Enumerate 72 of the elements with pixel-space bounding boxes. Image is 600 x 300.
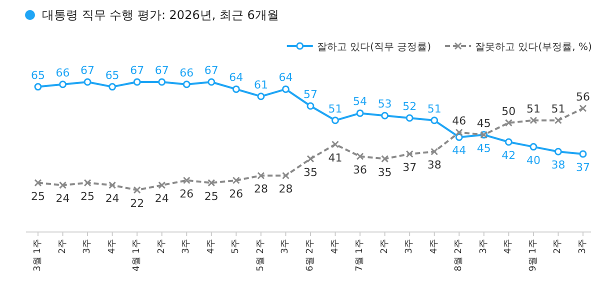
x-tick-label: 7월 1주 <box>355 239 366 272</box>
x-tick-label: 9월 1주 <box>528 239 538 272</box>
data-label: 26 <box>180 187 194 200</box>
x-tick-label: 2주 <box>380 239 390 254</box>
data-label: 51 <box>526 102 540 116</box>
data-label: 35 <box>378 166 392 179</box>
x-tick-label: 3주 <box>578 239 588 254</box>
data-label: 38 <box>551 158 566 172</box>
x-tick-label: 2주 <box>58 239 68 254</box>
x-tick-label: 2주 <box>156 239 167 254</box>
data-label: 51 <box>427 102 442 116</box>
x-tick-label: 5월 2주 <box>256 239 266 272</box>
data-label: 40 <box>526 154 540 167</box>
data-label: 38 <box>427 158 442 172</box>
data-label: 67 <box>130 64 144 77</box>
x-tick-label: 3월 1주 <box>33 239 43 272</box>
x-tick-label: 4주 <box>107 239 118 254</box>
data-label: 65 <box>31 68 45 82</box>
data-label: 36 <box>353 163 368 176</box>
data-label: 45 <box>476 142 491 155</box>
data-label: 22 <box>130 197 144 210</box>
data-label: 35 <box>304 166 318 179</box>
x-tick-label: 5주 <box>231 239 242 254</box>
data-label: 64 <box>229 71 244 84</box>
data-label: 53 <box>378 98 392 111</box>
data-label: 50 <box>502 104 516 118</box>
data-label: 46 <box>452 114 466 128</box>
chart-title: 대통령 직무 수행 평가: 2026년, 최근 6개월 <box>42 8 279 22</box>
x-tick-label: 4주 <box>330 239 340 254</box>
x-tick-label: 4월 1주 <box>132 239 142 272</box>
x-tick-label: 4주 <box>504 239 514 254</box>
data-label: 24 <box>105 192 120 206</box>
x-tick-label: 4주 <box>429 239 440 254</box>
data-label: 52 <box>402 100 417 113</box>
x-tick-label: 3주 <box>478 239 489 254</box>
x-tick-label: 6월 2주 <box>306 239 316 272</box>
data-label: 37 <box>576 161 590 174</box>
x-tick-label: 4주 <box>206 239 216 254</box>
data-label: 54 <box>353 95 368 108</box>
x-tick-label: 3주 <box>280 239 291 254</box>
data-label: 25 <box>31 190 45 203</box>
data-label: 37 <box>402 161 417 174</box>
data-label: 61 <box>254 78 268 92</box>
data-label: 44 <box>452 144 466 158</box>
data-label: 28 <box>278 182 293 196</box>
x-tick-label: 3주 <box>404 239 415 254</box>
data-label: 24 <box>56 192 70 206</box>
data-label: 25 <box>80 190 95 203</box>
data-label: 66 <box>180 66 194 80</box>
data-label: 42 <box>502 149 516 162</box>
x-tick-label: 8월 2주 <box>454 239 464 272</box>
data-label: 67 <box>80 64 95 77</box>
data-label: 57 <box>304 88 318 101</box>
data-label: 67 <box>204 64 218 77</box>
data-label: 66 <box>56 66 70 80</box>
data-label: 45 <box>476 116 491 130</box>
data-label: 24 <box>154 192 169 206</box>
x-tick-label: 3주 <box>82 239 93 254</box>
x-tick-label: 3주 <box>182 239 192 254</box>
data-label: 67 <box>154 64 169 77</box>
data-label: 51 <box>328 102 342 116</box>
data-label: 28 <box>254 182 268 196</box>
x-tick-label: 2주 <box>553 239 564 254</box>
data-label: 41 <box>328 151 342 164</box>
data-label: 26 <box>229 187 244 200</box>
data-label: 65 <box>105 68 120 82</box>
legend-label: 잘못하고 있다(부정률, %) <box>475 42 592 53</box>
legend-label: 잘하고 있다(직무 긍정률) <box>316 42 432 53</box>
data-label: 25 <box>204 190 218 203</box>
data-label: 51 <box>551 102 566 116</box>
data-label: 56 <box>576 90 590 104</box>
data-label: 64 <box>278 71 293 84</box>
